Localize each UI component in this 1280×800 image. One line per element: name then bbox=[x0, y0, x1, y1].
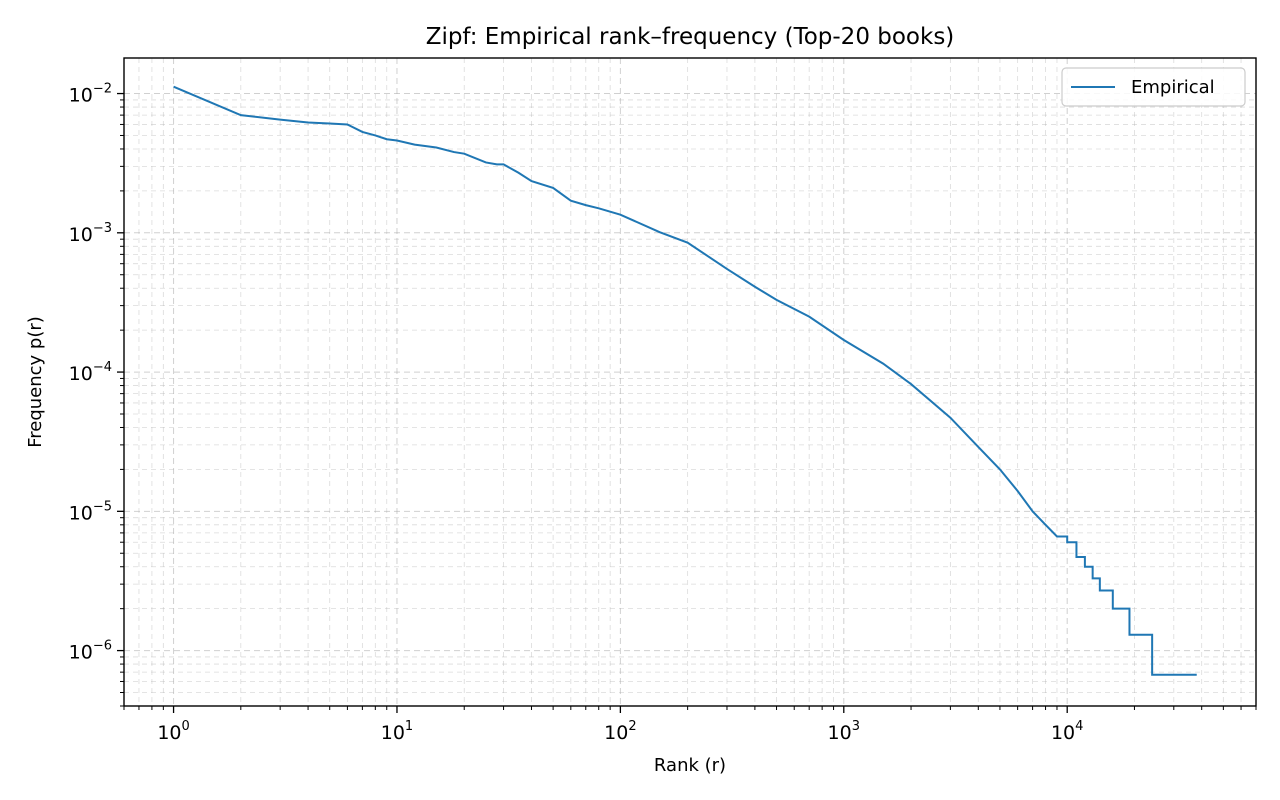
x-tick-label: 100 bbox=[157, 719, 189, 744]
x-tick-label: 102 bbox=[604, 719, 636, 744]
legend-label-empirical: Empirical bbox=[1131, 77, 1215, 98]
y-tick-label: 10−3 bbox=[69, 221, 112, 246]
grid-minor bbox=[123, 58, 1257, 707]
y-tick-label: 10−6 bbox=[69, 639, 112, 664]
y-axis-label: Frequency p(r) bbox=[25, 316, 46, 448]
x-axis-label: Rank (r) bbox=[654, 755, 726, 776]
x-tick-label: 101 bbox=[381, 719, 413, 744]
y-tick-label: 10−4 bbox=[69, 360, 112, 385]
y-tick-labels: 10−2 10−3 10−4 10−5 10−6 bbox=[69, 82, 112, 664]
grid-major bbox=[124, 58, 1256, 706]
legend: Empirical bbox=[1061, 67, 1246, 107]
plot-frame bbox=[123, 57, 1257, 707]
y-tick-label: 10−2 bbox=[69, 82, 112, 107]
chart-title: Zipf: Empirical rank–frequency (Top-20 b… bbox=[426, 24, 955, 50]
x-tick-label: 104 bbox=[1051, 719, 1083, 744]
x-tick-labels: 100 101 102 103 104 bbox=[157, 719, 1083, 744]
y-tick-label: 10−5 bbox=[69, 499, 112, 524]
axis-ticks bbox=[117, 92, 1257, 713]
x-tick-label: 103 bbox=[828, 719, 860, 744]
legend-box bbox=[1061, 67, 1246, 107]
series-line-empirical bbox=[173, 85, 1197, 676]
